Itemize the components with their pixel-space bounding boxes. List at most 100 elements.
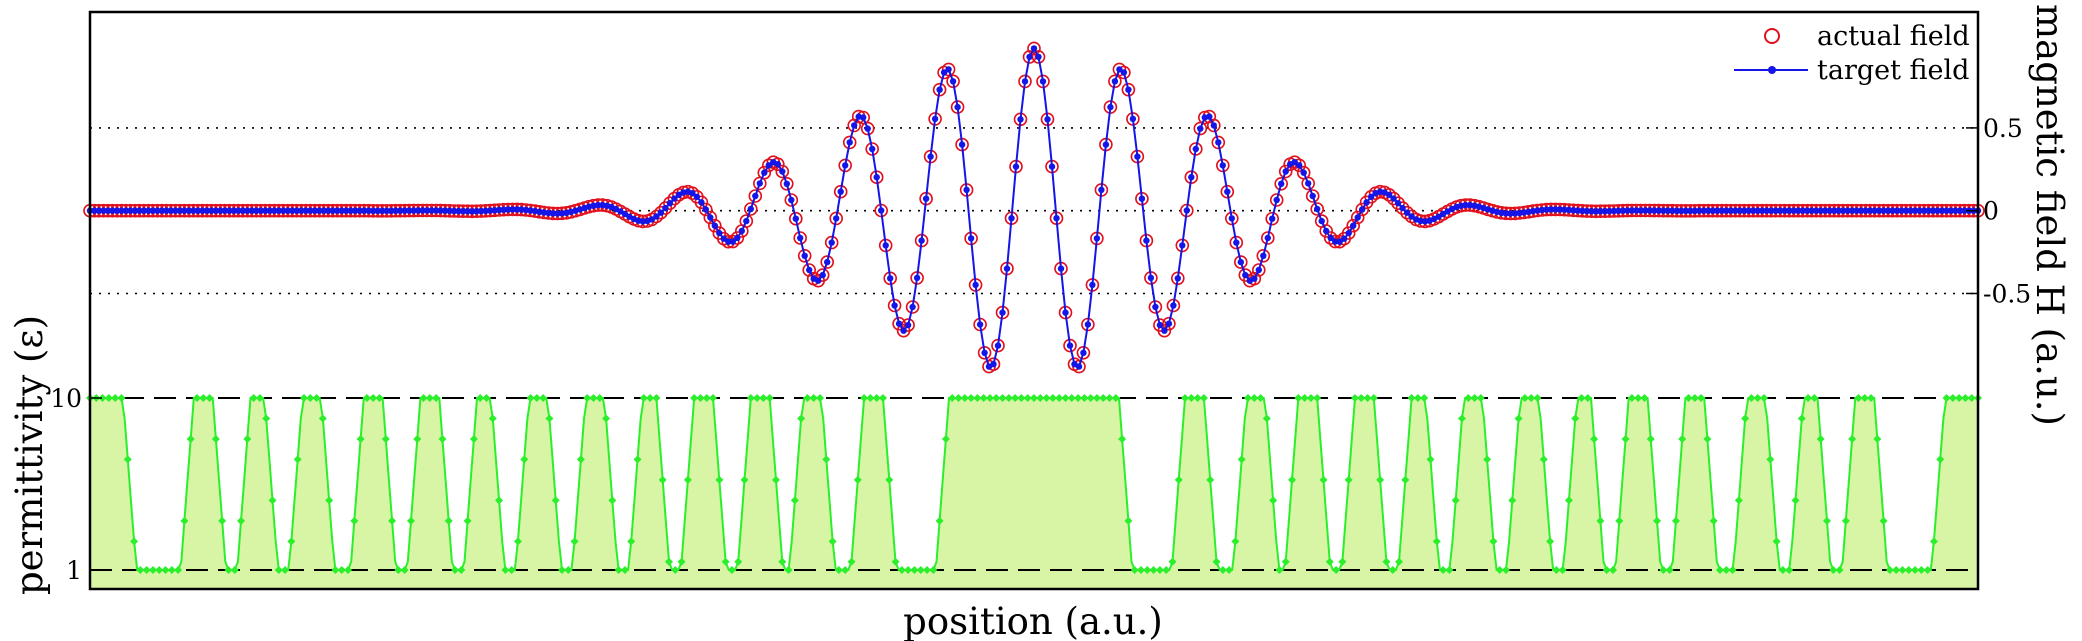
permittivity-point	[1520, 394, 1529, 402]
actual-field-point	[658, 201, 673, 215]
target-field-point	[1093, 235, 1101, 242]
actual-field-point	[946, 74, 960, 89]
target-field-point	[1574, 207, 1582, 214]
permittivity-point	[1464, 394, 1473, 402]
permittivity-point	[1653, 516, 1662, 525]
permittivity-point	[532, 394, 541, 402]
permittivity-point	[860, 394, 869, 402]
permittivity-point	[1583, 394, 1592, 402]
target-field-point	[1053, 215, 1060, 222]
actual-field-point	[694, 195, 709, 210]
permittivity-point	[457, 566, 466, 574]
permittivity-point	[1149, 566, 1158, 574]
target-field-point	[1929, 207, 1937, 214]
target-field-point	[887, 275, 894, 282]
permittivity-point	[1250, 394, 1259, 402]
target-field-point	[671, 195, 678, 202]
target-field-point	[976, 321, 984, 328]
target-field-point	[788, 196, 795, 204]
permittivity-point	[1489, 537, 1498, 546]
actual-field-point	[779, 177, 794, 191]
permittivity-point	[539, 394, 548, 402]
actual-field-point	[1157, 323, 1172, 338]
permittivity-point	[595, 394, 604, 402]
target-field-point	[1206, 113, 1213, 120]
permittivity-point	[1451, 496, 1460, 505]
target-field-point	[1938, 207, 1946, 214]
permittivity-point	[1873, 434, 1882, 443]
target-field-point	[1552, 206, 1559, 213]
target-field-point	[1462, 201, 1469, 209]
y-tick-label-left: 1	[66, 556, 82, 585]
target-field-point	[127, 207, 134, 214]
permittivity-point	[967, 394, 976, 402]
target-field-point	[729, 238, 736, 245]
target-field-point	[1808, 207, 1815, 214]
permittivity-point	[1804, 394, 1813, 402]
permittivity-point	[1439, 566, 1448, 574]
permittivity-point	[992, 394, 1001, 402]
permittivity-point	[1697, 394, 1706, 402]
target-field-point	[1278, 180, 1285, 187]
target-field-point	[1341, 235, 1348, 242]
target-field-point	[1502, 210, 1510, 217]
target-field-point	[1309, 192, 1316, 200]
permittivity-point	[438, 434, 447, 443]
target-field-point	[913, 274, 921, 282]
permittivity-point	[740, 475, 749, 484]
target-field-point	[1642, 207, 1649, 214]
permittivity-point	[1747, 394, 1756, 402]
permittivity-point	[753, 394, 762, 402]
permittivity-point	[375, 394, 384, 402]
permittivity-point	[1608, 566, 1617, 574]
actual-field-point	[1391, 196, 1405, 210]
actual-field-point	[1400, 205, 1414, 220]
permittivity-point	[1942, 394, 1951, 402]
target-field-point	[406, 207, 413, 214]
target-field-point	[837, 188, 844, 195]
target-field-point	[388, 207, 395, 214]
target-field-point	[145, 207, 152, 214]
target-field-point	[1786, 207, 1793, 214]
target-field-point	[1781, 207, 1788, 214]
target-field-point	[693, 193, 701, 200]
permittivity-point	[1281, 557, 1290, 566]
permittivity-point	[199, 394, 208, 402]
permittivity-point	[1848, 434, 1857, 443]
target-field-point	[1804, 207, 1811, 214]
permittivity-point	[576, 455, 585, 464]
target-field-point	[1129, 115, 1137, 123]
target-field-point	[1875, 207, 1883, 214]
permittivity-point	[1288, 475, 1297, 484]
actual-field-point	[838, 158, 853, 173]
permittivity-point	[1829, 566, 1838, 574]
target-field-point	[1907, 207, 1914, 214]
target-field-point	[482, 207, 489, 214]
permittivity-point	[1168, 557, 1177, 566]
target-field-point	[149, 207, 157, 214]
target-field-point	[307, 207, 314, 214]
target-field-point	[334, 207, 341, 214]
permittivity-point	[1615, 516, 1624, 525]
target-field-point	[931, 115, 939, 123]
target-field-point	[1790, 207, 1797, 214]
permittivity-point	[589, 394, 598, 402]
target-field-point	[1385, 191, 1393, 198]
target-field-point	[1687, 207, 1694, 214]
permittivity-point	[1936, 455, 1945, 464]
target-field-point	[1314, 205, 1321, 213]
legend-marker-target-field	[1768, 66, 1776, 74]
actual-field-point	[739, 214, 754, 228]
permittivity-point	[1231, 537, 1240, 546]
permittivity-point	[1130, 566, 1139, 574]
target-field-point	[1080, 349, 1087, 356]
target-field-point	[1354, 214, 1361, 221]
target-field-point	[954, 103, 961, 111]
target-field-point	[1021, 78, 1029, 85]
permittivity-point	[142, 566, 151, 574]
permittivity-point	[1778, 566, 1787, 574]
permittivity-point	[1395, 557, 1404, 566]
target-field-point	[994, 342, 1002, 349]
actual-field-point	[663, 196, 677, 210]
target-field-point	[1898, 207, 1905, 214]
